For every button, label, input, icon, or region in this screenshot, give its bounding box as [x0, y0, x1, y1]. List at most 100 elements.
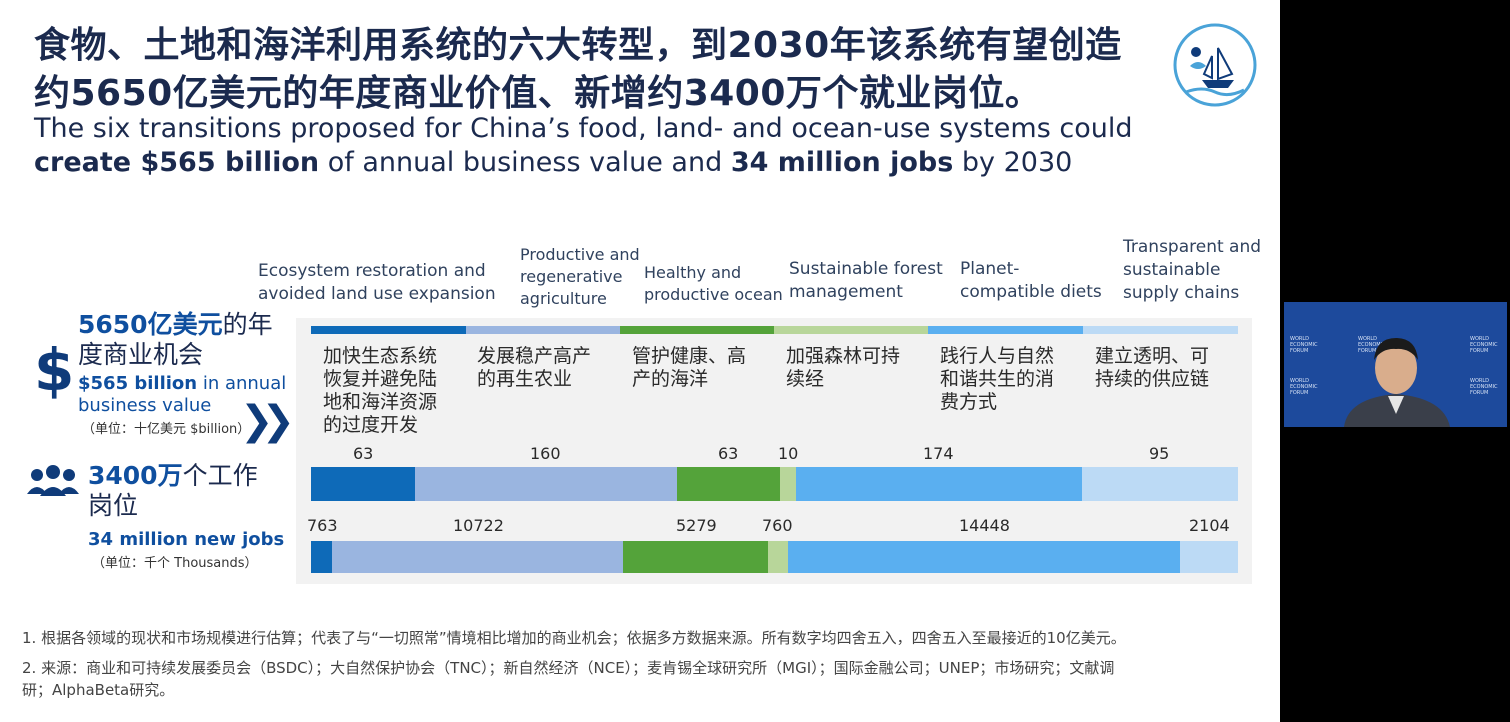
cn-desc-supply: 建立透明、可 持续的供应链 — [1095, 345, 1240, 391]
value-cn-line1: 5650亿美元的年 — [78, 310, 273, 340]
value-bar-ecosystem — [311, 467, 415, 501]
value-cn-bold: 5650亿美元 — [78, 310, 223, 339]
header-line: productive ocean — [644, 285, 783, 304]
header-line: Transparent and — [1123, 237, 1262, 257]
speaker-video-thumbnail[interactable]: WORLD ECONOMIC FORUM WORLD ECONOMIC FORUM WO… — [1284, 302, 1507, 427]
svg-text:ECONOMIC: ECONOMIC — [1470, 342, 1498, 348]
title-en-end: by 2030 — [953, 147, 1073, 178]
header-line: Planet- — [960, 259, 1020, 279]
cn-line: 的再生农业 — [477, 368, 573, 390]
value-label-forest: 10 — [778, 444, 799, 463]
title-en-line1: The six transitions proposed for China’s… — [34, 113, 1133, 144]
cn-desc-agriculture: 发展稳产高产 的再生农业 — [477, 345, 622, 391]
jobs-bar-agriculture — [332, 541, 623, 573]
cn-line: 续经 — [786, 368, 825, 390]
cn-desc-ecosystem: 加快生态系统 恢复并避免陆 地和海洋资源 的过度开发 — [323, 345, 468, 437]
title-en-line2: create $565 billion of annual business v… — [34, 146, 1184, 180]
title-cn-line2: 约5650亿美元的年度商业价值、新增约3400万个就业岗位。 — [34, 73, 1042, 114]
svg-text:ECONOMIC: ECONOMIC — [1290, 384, 1318, 390]
value-label-agriculture: 160 — [530, 444, 561, 463]
jobs-label-ecosystem: 763 — [307, 516, 338, 535]
jobs-bar-ocean — [623, 541, 768, 573]
value-cn-heading: 5650亿美元的年 度商业机会 — [78, 310, 273, 370]
jobs-cn-heading: 3400万个工作 岗位 — [88, 461, 258, 521]
title-en-bold-jobs: 34 million jobs — [730, 147, 954, 178]
band-supply — [1083, 326, 1238, 334]
title-en-bold-value: create $565 billion — [34, 147, 320, 178]
jobs-bar-forest — [768, 541, 788, 573]
jobs-bar-diets — [788, 541, 1180, 573]
header-line: Sustainable forest — [789, 259, 943, 279]
jobs-en-heading: 34 million new jobs — [88, 529, 285, 550]
value-bar-diets — [796, 467, 1082, 501]
value-label-supply: 95 — [1149, 444, 1170, 463]
double-chevron-right-icon: ❯❯ — [240, 398, 295, 444]
cn-line: 加强森林可持 — [786, 345, 901, 367]
cn-line: 践行人与自然 — [940, 345, 1055, 367]
band-forest — [774, 326, 928, 334]
cn-line: 持续的供应链 — [1095, 368, 1210, 390]
header-sustainable-forest: Sustainable forest management — [789, 258, 943, 304]
svg-text:WORLD: WORLD — [1290, 378, 1309, 384]
svg-text:WORLD: WORLD — [1470, 336, 1489, 342]
cn-line: 和谐共生的消 — [940, 368, 1055, 390]
svg-text:ECONOMIC: ECONOMIC — [1470, 384, 1498, 390]
value-bar-agriculture — [415, 467, 677, 501]
header-healthy-ocean: Healthy and productive ocean — [644, 262, 783, 306]
header-ecosystem-restoration: Ecosystem restoration and avoided land u… — [258, 260, 496, 306]
value-label-diets: 174 — [923, 444, 954, 463]
jobs-label-forest: 760 — [762, 516, 793, 535]
value-en-heading: $565 billion in annual business value — [78, 373, 286, 417]
slide-title-english: The six transitions proposed for China’s… — [34, 112, 1184, 180]
header-supply-chains: Transparent and sustainable supply chain… — [1123, 236, 1261, 305]
band-agriculture — [466, 326, 620, 334]
svg-text:WORLD: WORLD — [1358, 336, 1377, 342]
header-productive-agriculture: Productive and regenerative agriculture — [520, 244, 640, 310]
jobs-cn-rest1: 个工作 — [182, 461, 258, 490]
cn-line: 建立透明、可 — [1095, 345, 1210, 367]
cn-line: 恢复并避免陆 — [323, 368, 438, 390]
footnote-1: 1. 根据各领域的现状和市场规模进行估算；代表了与“一切照常”情境相比增加的商业… — [22, 629, 1126, 647]
jobs-bar-ecosystem — [311, 541, 332, 573]
value-en-line2: business value — [78, 395, 212, 416]
dollar-icon: $ — [34, 336, 75, 404]
header-line: sustainable — [1123, 260, 1221, 280]
title-en-mid: of annual business value and — [319, 147, 731, 178]
people-group-icon — [27, 465, 79, 496]
band-ocean — [620, 326, 774, 334]
cn-line: 管护健康、高 — [632, 345, 747, 367]
header-line: regenerative — [520, 267, 623, 286]
cn-line: 产的海洋 — [632, 368, 709, 390]
value-label-ocean: 63 — [718, 444, 739, 463]
value-en-rest1: in annual — [197, 373, 287, 394]
svg-text:FORUM: FORUM — [1290, 348, 1308, 354]
header-line: agriculture — [520, 289, 607, 308]
jobs-cn-line1: 3400万个工作 — [88, 461, 258, 491]
value-bar-forest — [780, 467, 796, 501]
slide-title-chinese: 食物、土地和海洋利用系统的六大转型，到2030年该系统有望创造 约5650亿美元… — [34, 22, 1154, 118]
title-cn-line1: 食物、土地和海洋利用系统的六大转型，到2030年该系统有望创造 — [34, 25, 1122, 66]
band-diets — [928, 326, 1083, 334]
value-unit-note: （单位：十亿美元 $billion） — [82, 422, 251, 437]
header-line: Ecosystem restoration and — [258, 261, 486, 281]
presentation-slide: 食物、土地和海洋利用系统的六大转型，到2030年该系统有望创造 约5650亿美元… — [0, 0, 1280, 722]
header-line: compatible diets — [960, 282, 1102, 302]
svg-text:FORUM: FORUM — [1470, 390, 1488, 396]
band-ecosystem — [311, 326, 466, 334]
cn-desc-diets: 践行人与自然 和谐共生的消 费方式 — [940, 345, 1085, 414]
header-planet-diets: Planet- compatible diets — [960, 258, 1102, 304]
header-line: management — [789, 282, 903, 302]
value-bar-ocean — [677, 467, 780, 501]
value-label-ecosystem: 63 — [353, 444, 374, 463]
cn-desc-ocean: 管护健康、高 产的海洋 — [632, 345, 777, 391]
jobs-label-ocean: 5279 — [676, 516, 717, 535]
jobs-cn-line2: 岗位 — [88, 491, 139, 520]
value-cn-line2: 度商业机会 — [78, 340, 204, 369]
cn-line: 地和海洋资源 — [323, 391, 438, 413]
cn-line: 加快生态系统 — [323, 345, 438, 367]
header-line: Healthy and — [644, 263, 742, 282]
svg-text:FORUM: FORUM — [1470, 348, 1488, 354]
cn-desc-forest: 加强森林可持 续经 — [786, 345, 931, 391]
